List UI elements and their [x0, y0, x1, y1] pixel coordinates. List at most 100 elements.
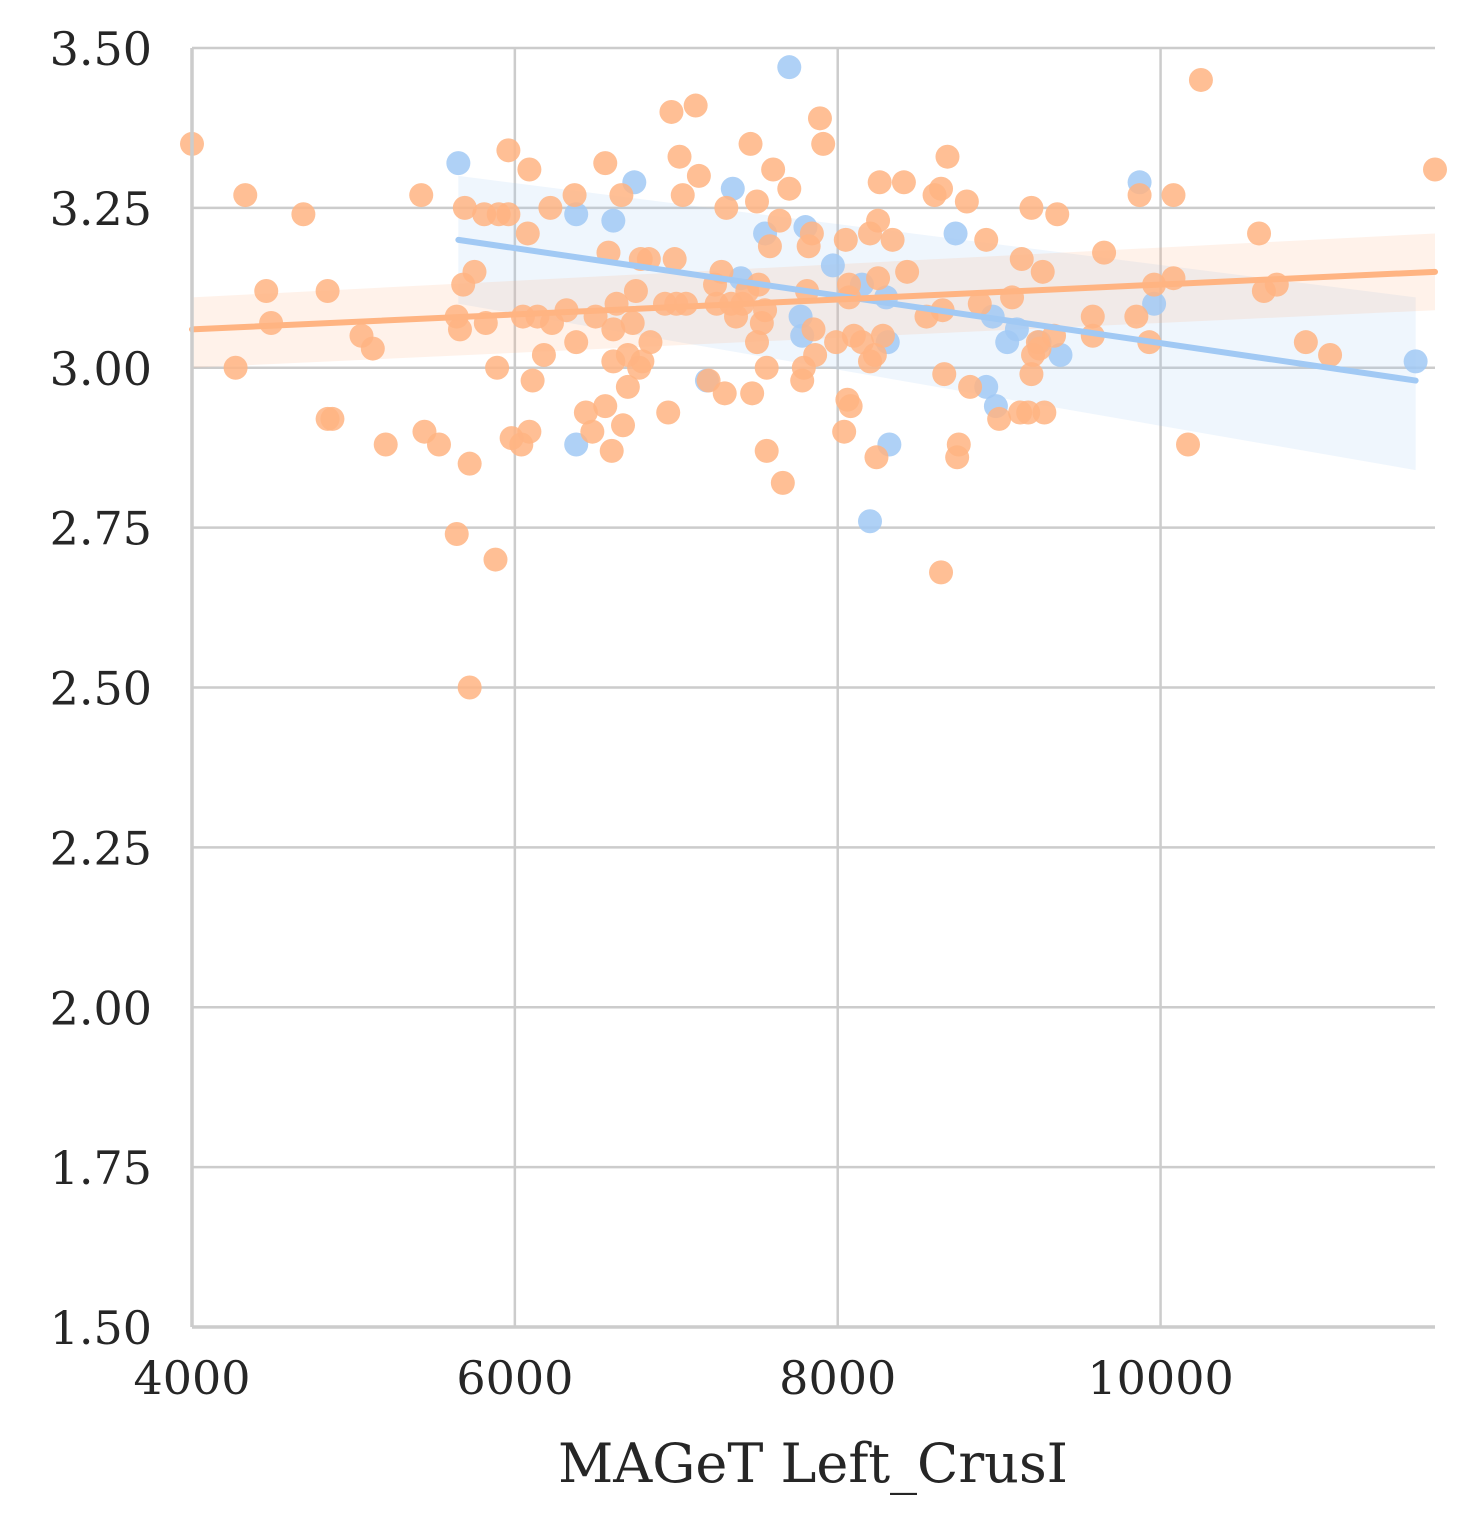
data-point-series-2 — [670, 183, 695, 208]
data-point-series-2 — [223, 355, 248, 380]
data-point-series-1 — [1403, 349, 1428, 374]
data-point-series-2 — [457, 451, 482, 476]
data-point-series-1 — [1048, 342, 1073, 367]
regression-lines — [189, 236, 1438, 384]
data-point-series-2 — [315, 279, 340, 304]
data-point-series-2 — [745, 330, 769, 355]
data-point-series-2 — [712, 381, 737, 406]
data-point-series-2 — [864, 445, 889, 470]
data-point-series-2 — [630, 349, 655, 374]
tick-labels: 4000 6000 8000 10000 1.50 1.75 2.00 2.25 2.50 2.7… — [50, 22, 1234, 1405]
data-point-series-2 — [740, 381, 765, 406]
data-point-series-2 — [662, 247, 687, 272]
data-point-series-2 — [485, 355, 510, 380]
regression-line-series-2 — [189, 268, 1438, 333]
data-point-series-2 — [233, 183, 258, 208]
data-point-series-1 — [777, 55, 802, 80]
data-point-series-2 — [974, 227, 999, 252]
data-point-series-2 — [811, 131, 836, 156]
data-point-series-2 — [620, 310, 645, 335]
data-point-series-1 — [1142, 291, 1167, 316]
data-point-series-2 — [967, 291, 992, 316]
y-tick-label: 2.25 — [50, 821, 152, 875]
y-tick-label: 2.50 — [50, 662, 152, 716]
data-point-series-2 — [801, 317, 826, 342]
data-point-series-2 — [866, 208, 891, 233]
data-point-series-2 — [932, 362, 957, 387]
data-point-series-2 — [623, 279, 648, 304]
data-point-series-2 — [1423, 157, 1447, 182]
data-point-series-1 — [858, 509, 882, 534]
data-point-series-2 — [696, 368, 721, 393]
data-point-series-2 — [838, 394, 863, 419]
x-tick-label: 10000 — [1087, 1351, 1233, 1405]
data-point-series-2 — [609, 183, 634, 208]
data-point-series-2 — [601, 317, 626, 342]
data-point-series-1 — [601, 208, 626, 233]
data-point-series-2 — [757, 234, 782, 259]
data-point-series-2 — [1030, 259, 1055, 284]
data-point-series-2 — [1045, 202, 1070, 227]
data-point-series-2 — [659, 99, 684, 124]
data-point-series-2 — [483, 547, 508, 572]
data-points — [180, 55, 1447, 700]
data-point-series-2 — [409, 183, 434, 208]
x-tick-label: 8000 — [779, 1351, 896, 1405]
data-point-series-2 — [799, 221, 824, 246]
data-point-series-2 — [520, 368, 545, 393]
data-point-series-2 — [761, 157, 786, 182]
data-point-series-2 — [452, 195, 477, 220]
data-point-series-2 — [564, 330, 589, 355]
data-point-series-2 — [515, 221, 540, 246]
data-point-series-2 — [517, 157, 542, 182]
y-tick-label: 3.50 — [50, 22, 152, 76]
data-point-series-2 — [373, 432, 398, 457]
data-point-series-2 — [929, 560, 954, 585]
data-point-series-2 — [1080, 304, 1105, 329]
data-point-series-2 — [426, 432, 451, 457]
data-point-series-2 — [291, 202, 316, 227]
data-point-series-2 — [562, 183, 587, 208]
data-point-series-2 — [987, 406, 1012, 431]
y-tick-label: 3.25 — [50, 182, 152, 236]
data-point-series-2 — [531, 342, 556, 367]
data-point-series-2 — [958, 374, 983, 399]
data-point-series-2 — [1293, 330, 1318, 355]
data-point-series-2 — [832, 419, 857, 444]
data-point-series-2 — [254, 279, 279, 304]
data-point-series-2 — [1188, 67, 1213, 92]
data-point-series-2 — [457, 675, 482, 700]
data-point-series-2 — [1247, 221, 1272, 246]
y-tick-label: 3.00 — [50, 342, 152, 396]
data-point-series-2 — [754, 438, 779, 463]
data-point-series-2 — [770, 470, 795, 495]
x-axis-title: MAGeT Left_CrusI — [558, 1432, 1068, 1495]
axes-spines — [190, 48, 1435, 1329]
data-point-series-2 — [935, 144, 960, 169]
y-tick-label: 1.50 — [50, 1301, 152, 1355]
data-point-series-1 — [720, 176, 745, 201]
x-tick-label: 4000 — [133, 1351, 250, 1405]
data-point-series-2 — [320, 406, 345, 431]
data-point-series-2 — [1318, 342, 1343, 367]
data-point-series-2 — [1176, 432, 1201, 457]
y-tick-label: 2.75 — [50, 502, 152, 556]
data-point-series-1 — [446, 151, 471, 176]
data-point-series-2 — [880, 227, 905, 252]
regression-line-series-1 — [455, 236, 1419, 384]
data-point-series-2 — [462, 259, 487, 284]
data-point-series-2 — [496, 138, 521, 163]
data-point-series-2 — [946, 432, 971, 457]
data-point-series-2 — [573, 400, 598, 425]
data-point-series-2 — [1127, 183, 1152, 208]
y-tick-label: 1.75 — [50, 1141, 152, 1195]
data-point-series-2 — [767, 208, 792, 233]
data-point-series-2 — [929, 176, 954, 201]
data-point-series-2 — [954, 189, 979, 214]
data-point-series-2 — [615, 374, 640, 399]
data-point-series-2 — [599, 438, 624, 463]
data-point-series-2 — [895, 259, 920, 284]
data-point-series-2 — [754, 355, 779, 380]
data-point-series-2 — [833, 227, 858, 252]
